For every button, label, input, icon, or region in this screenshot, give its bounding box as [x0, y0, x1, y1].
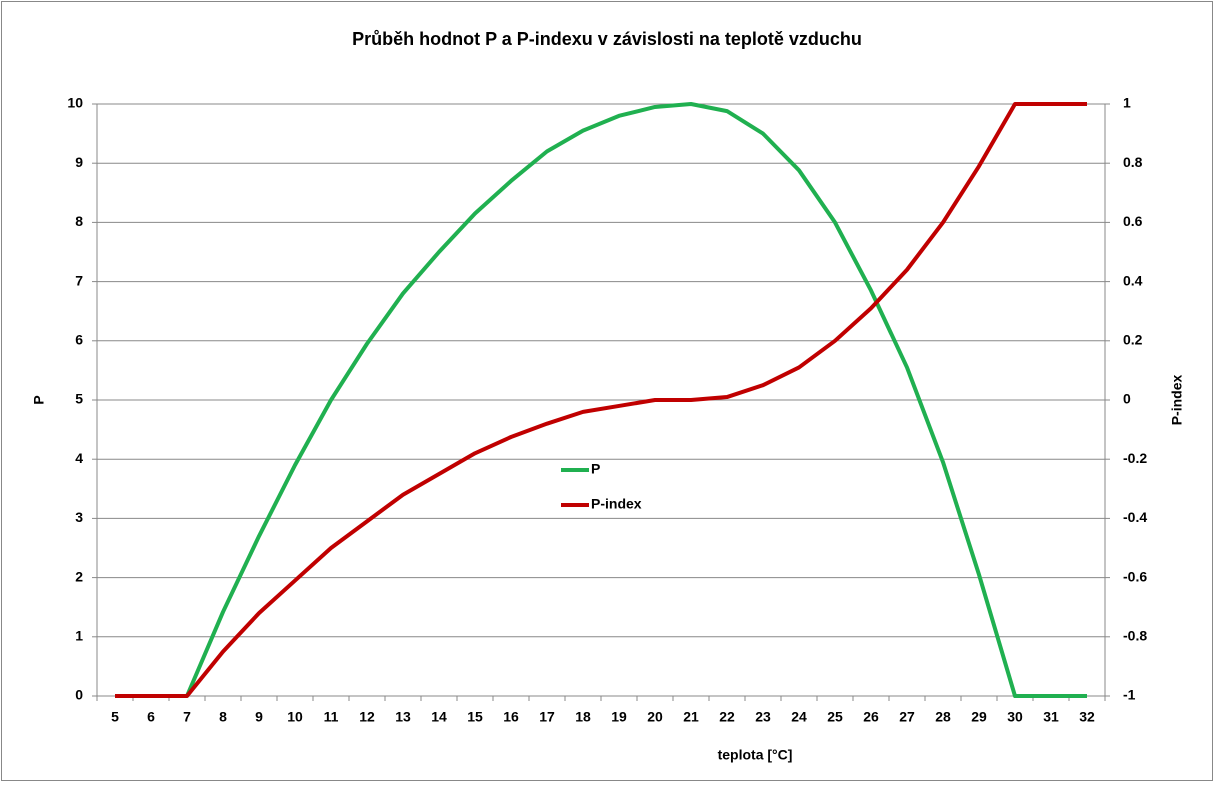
series-line	[115, 102, 1087, 698]
x-tick-label: 23	[755, 709, 771, 725]
x-tick-label: 29	[971, 709, 987, 725]
y2-tick-label: 0.6	[1123, 213, 1143, 229]
y2-tick-label: 0.8	[1123, 154, 1143, 170]
x-tick-label: 24	[791, 709, 807, 725]
y2-tick-label: 0.2	[1123, 332, 1143, 348]
y2-tick-label: 1	[1123, 95, 1131, 111]
x-tick-label: 25	[827, 709, 843, 725]
x-tick-label: 20	[647, 709, 663, 725]
x-tick-label: 17	[539, 709, 555, 725]
series-line	[115, 102, 1087, 698]
x-tick-label: 9	[255, 709, 263, 725]
y-tick-label: 10	[67, 95, 83, 111]
y-axis-label: P	[31, 395, 47, 404]
x-tick-label: 32	[1079, 709, 1095, 725]
y-tick-label: 5	[75, 391, 83, 407]
y2-tick-label: -0.2	[1123, 450, 1147, 466]
y-tick-label: 9	[75, 154, 83, 170]
x-tick-label: 30	[1007, 709, 1023, 725]
x-axis-label: teplota [°C]	[718, 747, 793, 763]
legend-label: P-index	[591, 496, 642, 512]
x-tick-label: 26	[863, 709, 879, 725]
x-tick-label: 27	[899, 709, 915, 725]
x-tick-label: 19	[611, 709, 627, 725]
x-tick-label: 21	[683, 709, 699, 725]
y-tick-label: 1	[75, 628, 83, 644]
x-tick-label: 31	[1043, 709, 1059, 725]
y-tick-label: 2	[75, 568, 83, 584]
legend-label: P	[591, 461, 600, 477]
y-tick-label: 6	[75, 332, 83, 348]
x-tick-label: 5	[111, 709, 119, 725]
x-tick-label: 11	[324, 709, 339, 725]
x-tick-label: 18	[575, 709, 591, 725]
y2-tick-label: 0.4	[1123, 272, 1143, 288]
y2-tick-label: -0.4	[1123, 509, 1147, 525]
x-tick-label: 14	[431, 709, 447, 725]
x-tick-label: 7	[183, 709, 191, 725]
x-tick-label: 12	[359, 709, 375, 725]
y-tick-label: 4	[75, 450, 83, 466]
x-tick-label: 15	[467, 709, 483, 725]
y2-tick-label: -1	[1123, 687, 1136, 703]
y-tick-label: 0	[75, 687, 83, 703]
chart-title: Průběh hodnot P a P-indexu v závislosti …	[352, 29, 862, 49]
x-tick-label: 8	[219, 709, 227, 725]
x-tick-label: 6	[147, 709, 155, 725]
y2-tick-label: 0	[1123, 391, 1131, 407]
x-tick-label: 22	[719, 709, 735, 725]
x-tick-label: 28	[935, 709, 951, 725]
x-tick-label: 10	[287, 709, 303, 725]
y2-axis-label: P-index	[1169, 375, 1185, 426]
y-tick-label: 8	[75, 213, 83, 229]
y-tick-label: 7	[75, 272, 83, 288]
x-tick-label: 13	[395, 709, 411, 725]
x-tick-label: 16	[503, 709, 519, 725]
y2-tick-label: -0.8	[1123, 628, 1147, 644]
y-tick-label: 3	[75, 509, 83, 525]
y2-tick-label: -0.6	[1123, 568, 1147, 584]
